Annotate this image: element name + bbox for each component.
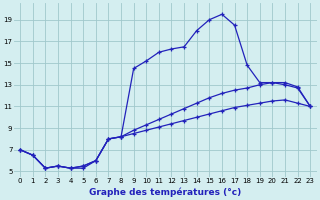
X-axis label: Graphe des températures (°c): Graphe des températures (°c) [89, 187, 241, 197]
